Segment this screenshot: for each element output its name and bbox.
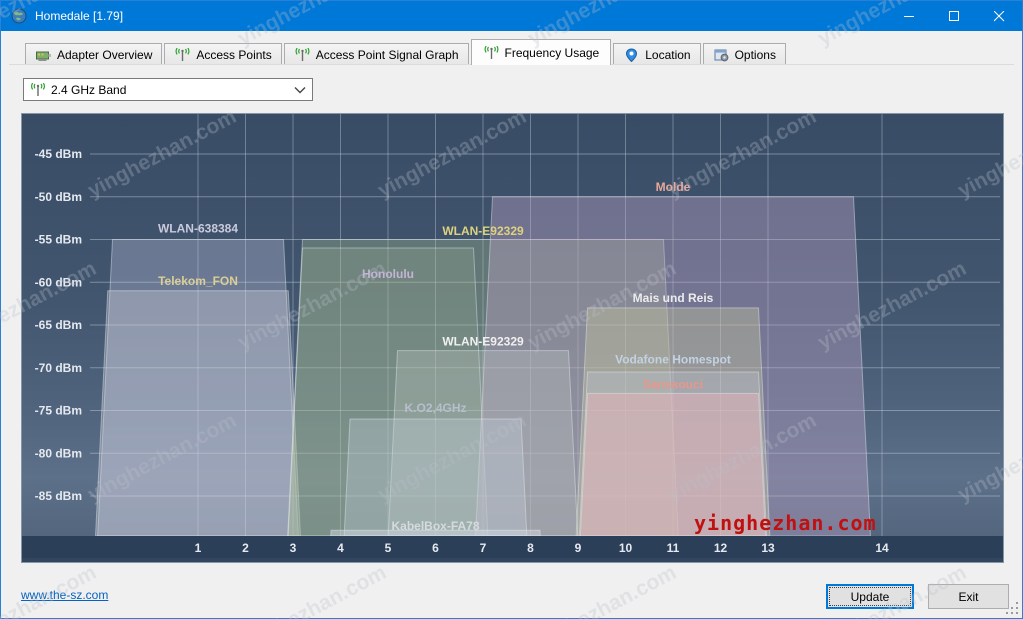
network-label-wlan-e92329: WLAN-E92329 [442, 335, 524, 349]
network-area-telekom-fon [94, 290, 302, 537]
network-label-wlan-638384: WLAN-638384 [158, 222, 238, 236]
x-axis-label: 13 [761, 541, 775, 555]
tab-adapter-overview[interactable]: Adapter Overview [25, 43, 163, 65]
y-axis-label: -80 dBm [35, 446, 82, 460]
title-bar: Homedale [1.79] [1, 1, 1022, 31]
network-label-honolulu: Honolulu [362, 267, 414, 281]
network-label-sanssouci: Sanssouci [643, 377, 703, 391]
x-axis-label: 5 [385, 541, 392, 555]
y-axis-label: -50 dBm [35, 190, 82, 204]
network-label-k-o2-4ghz: K.O2,4GHz [404, 401, 466, 415]
chevron-down-icon [294, 86, 306, 93]
network-label-kabelbox-fa78: KabelBox-FA78 [391, 519, 479, 533]
y-axis-label: -75 dBm [35, 404, 82, 418]
resize-grip[interactable] [1006, 602, 1019, 615]
y-axis-label: -55 dBm [35, 233, 82, 247]
y-axis-label: -45 dBm [35, 147, 82, 161]
options-icon [714, 49, 728, 61]
close-icon [994, 10, 1005, 21]
x-axis-label: 7 [480, 541, 487, 555]
chart-bottom-strip [22, 558, 1003, 562]
y-axis-label: -70 dBm [35, 361, 82, 375]
location-pin-icon [626, 47, 638, 62]
tab-label: Access Points [196, 47, 272, 62]
tab-frequency-usage[interactable]: Frequency Usage [470, 39, 612, 65]
tab-label: Frequency Usage [504, 45, 600, 60]
frequency-usage-chart: WLAN-638384 Telekom_FON WLAN-E92329 Honolul… [21, 113, 1004, 563]
minimize-button[interactable] [887, 1, 932, 31]
x-axis-label: 1 [195, 541, 202, 555]
tab-label: Location [645, 47, 691, 62]
y-axis-label: -65 dBm [35, 318, 82, 332]
tab-location[interactable]: Location [613, 43, 701, 65]
maximize-icon [949, 10, 959, 21]
homepage-link[interactable]: www.the-sz.com [21, 588, 109, 602]
y-axis-label: -60 dBm [35, 275, 82, 289]
minimize-icon [904, 15, 914, 17]
x-axis-bar [22, 536, 1003, 558]
exit-button[interactable]: Exit [928, 584, 1009, 609]
x-axis-label: 10 [619, 541, 633, 555]
plot-background [22, 114, 1003, 536]
x-axis-label: 6 [432, 541, 439, 555]
antenna-icon [175, 47, 190, 61]
x-axis-label: 2 [242, 541, 249, 555]
network-label-telekom-fon: Telekom_FON [158, 274, 238, 288]
antenna-icon [295, 47, 310, 61]
tab-strip: Adapter Overview Access Points Access Poin… [25, 39, 788, 65]
adapter-icon [36, 51, 51, 61]
network-label-molde: Molde [656, 180, 691, 194]
tab-label: Options [734, 47, 776, 62]
app-globe-icon [11, 8, 27, 24]
x-axis-label: 3 [290, 541, 297, 555]
band-selector-dropdown[interactable]: 2.4 GHz Band [23, 78, 313, 101]
network-label-vodafone-homespot: Vodafone Homespot [615, 352, 731, 366]
x-axis-label: 4 [337, 541, 344, 555]
x-axis-label: 14 [875, 541, 889, 555]
window-title: Homedale [1.79] [35, 9, 124, 23]
x-axis-label: 12 [714, 541, 728, 555]
tab-label: Access Point Signal Graph [315, 47, 459, 62]
antenna-icon [484, 45, 498, 59]
window-controls [887, 1, 1022, 31]
antenna-icon [31, 82, 45, 96]
x-axis-label: 11 [667, 541, 680, 555]
y-axis-label: -85 dBm [35, 489, 82, 503]
network-area-sanssouci [579, 392, 767, 537]
x-axis-label: 9 [575, 541, 582, 555]
network-label-wlan-e92329: WLAN-E92329 [442, 224, 524, 238]
close-button[interactable] [977, 1, 1022, 31]
tab-access-point-signal-graph[interactable]: Access Point Signal Graph [283, 43, 469, 65]
band-selector-value: 2.4 GHz Band [51, 82, 127, 97]
x-axis-label: 8 [527, 541, 534, 555]
tab-access-points[interactable]: Access Points [164, 43, 282, 65]
maximize-button[interactable] [932, 1, 977, 31]
network-label-mais-und-reis: Mais und Reis [633, 291, 714, 305]
tab-label: Adapter Overview [57, 47, 153, 62]
tab-options[interactable]: Options [702, 43, 786, 65]
update-button[interactable]: Update [826, 584, 914, 609]
